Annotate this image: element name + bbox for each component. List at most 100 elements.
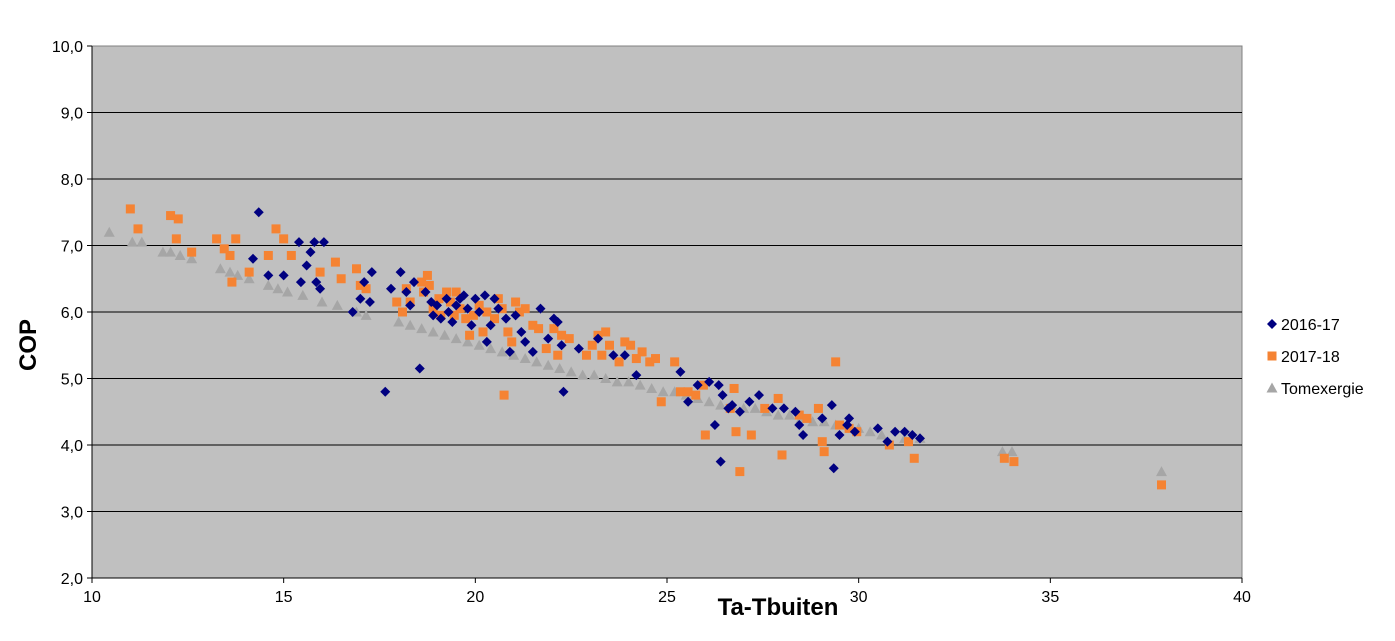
y-axis-title: COP [15,319,42,371]
data-point [541,344,551,354]
data-point [794,410,804,420]
legend-label: 2017-18 [1281,349,1340,366]
data-point [543,333,554,344]
data-point [309,237,320,248]
legend-marker [1266,382,1278,393]
data-point [817,437,827,447]
data-point [462,303,473,314]
data-point [557,330,567,340]
data-point [395,267,406,278]
data-point [749,402,761,413]
data-point [507,337,517,347]
data-point [519,353,531,364]
data-point [819,447,829,457]
data-point [834,430,845,441]
data-point [645,357,655,367]
data-point [565,366,577,377]
data-point [767,403,778,414]
data-point [474,307,485,317]
data-point [214,263,226,274]
data-point [336,274,346,284]
data-point [414,363,425,374]
data-point [831,357,841,367]
data-point [593,333,603,344]
data-point [514,307,524,317]
data-point [614,357,624,367]
data-point [503,327,513,337]
data-point [347,307,358,317]
data-point [473,339,485,350]
data-point [623,376,635,387]
y-tick-label: 10,0 [52,39,83,56]
x-tick-label: 15 [275,589,293,606]
data-point [405,300,416,311]
data-point [683,396,694,407]
data-point [295,277,306,288]
data-point [187,247,197,257]
data-point [125,204,135,214]
data-point [409,277,419,288]
data-point [703,396,715,407]
data-point [884,440,894,450]
data-point [401,287,412,298]
data-point [224,266,236,277]
data-point [651,354,660,364]
y-tick-label: 9,0 [61,106,83,123]
data-point [231,234,241,244]
data-point [364,297,375,308]
data-point [826,400,837,411]
data-point [683,387,693,397]
data-point [416,323,428,334]
data-point [876,429,888,440]
data-point [462,336,474,347]
legend-marker [1267,351,1277,361]
data-point [445,297,455,307]
data-point [601,327,611,337]
data-point [587,340,597,350]
data-point [549,324,559,334]
data-point [631,370,642,381]
data-point [311,277,322,288]
data-point [479,290,490,301]
data-point [729,383,739,393]
data-point [527,346,538,357]
data-point [278,270,289,281]
data-point [564,334,574,344]
data-point [262,279,274,290]
data-point [398,307,407,317]
data-point [597,350,607,360]
data-point [713,380,724,391]
data-point [212,234,222,244]
x-tick-label: 35 [1041,589,1059,606]
data-point [620,337,630,347]
data-point [450,333,462,344]
data-point [294,237,304,248]
data-point [600,373,612,383]
x-tick-label: 10 [83,589,101,606]
data-point [634,379,646,390]
data-point [727,400,738,411]
y-tick-label: 5,0 [61,372,83,389]
data-point [271,224,281,234]
data-point [907,430,918,441]
data-point [577,369,589,380]
data-point [798,430,809,441]
data-point [386,283,396,294]
data-point [890,426,901,437]
data-point [516,326,527,337]
data-point [443,307,454,317]
data-point [899,426,910,437]
data-point [777,450,787,460]
data-point [174,249,186,260]
data-point [573,343,584,354]
gridlines [92,112,1242,512]
data-point [835,420,844,430]
data-point [315,283,326,294]
data-point [225,250,235,260]
data-point [715,399,727,410]
data-point [709,420,720,431]
data-point [449,310,459,320]
data-point [700,430,710,440]
data-point [715,456,726,467]
data-point [510,310,521,321]
